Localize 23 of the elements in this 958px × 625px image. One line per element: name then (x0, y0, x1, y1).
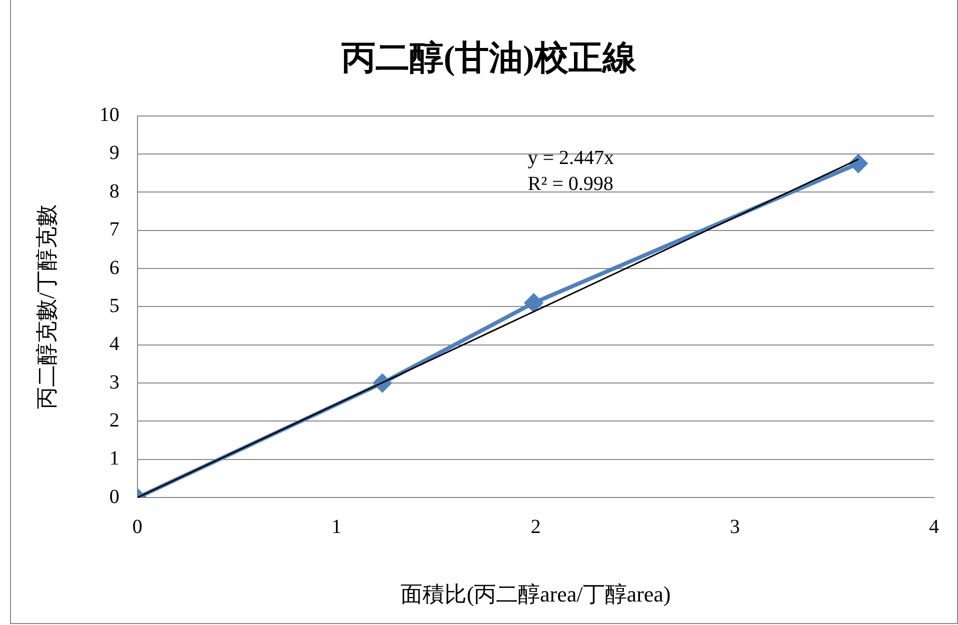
y-tick-label: 4 (109, 333, 120, 356)
y-tick-label: 10 (99, 104, 120, 126)
chart-title: 丙二醇(甘油)校正線 (340, 39, 638, 78)
x-tick-label: 0 (132, 516, 142, 538)
x-tick-label: 4 (929, 516, 939, 538)
x-tick-label: 1 (332, 516, 342, 538)
point (849, 154, 868, 173)
x-axis-title: 面積比(丙二醇area/丁醇area) (400, 582, 671, 607)
y-tick-label: 3 (109, 371, 120, 394)
y-tick-label: 8 (109, 180, 120, 202)
point (524, 294, 543, 312)
y-tick-label: 7 (109, 218, 120, 241)
y-tick-label: 0 (109, 486, 120, 508)
y-tick-label: 5 (109, 294, 120, 317)
annotation: y = 2.447x (528, 147, 614, 170)
annotation: R² = 0.998 (528, 173, 614, 196)
x-tick-label: 2 (530, 516, 541, 538)
x-tick-label: 3 (730, 516, 740, 538)
y-axis-title: 丙二醇克數/丁醇克數 (34, 204, 59, 409)
y-tick-label: 2 (109, 409, 120, 432)
y-tick-label: 6 (109, 256, 120, 279)
y-tick-label: 9 (109, 142, 120, 164)
y-tick-label: 1 (109, 448, 120, 470)
